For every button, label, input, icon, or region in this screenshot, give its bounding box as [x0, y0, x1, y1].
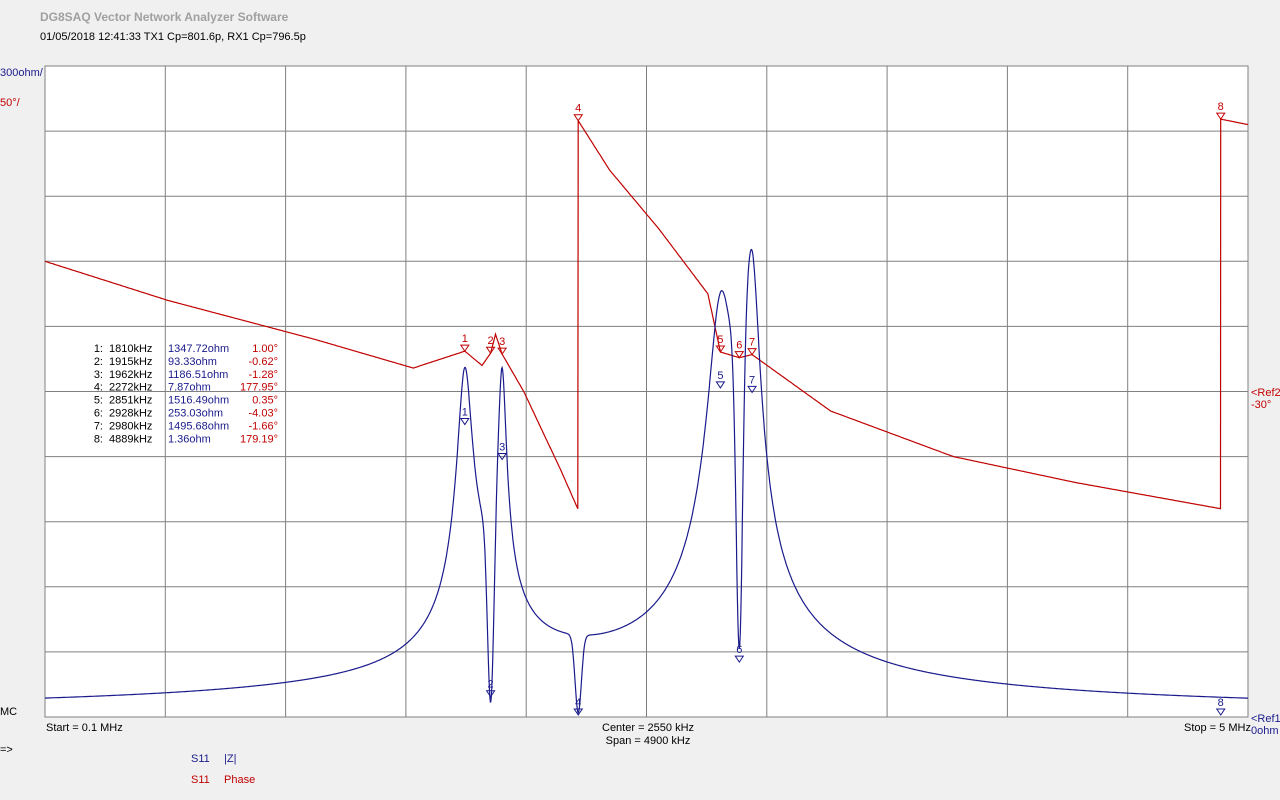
impedance-marker-label: 5 — [717, 370, 723, 382]
ref2-marker: <Ref2 -30° — [1251, 387, 1280, 411]
impedance-marker-1 — [459, 418, 470, 426]
marker-table-phase: 0.35° — [252, 395, 278, 407]
phase-marker-7 — [747, 348, 758, 356]
app-title: DG8SAQ Vector Network Analyzer Software — [40, 10, 289, 24]
marker-table-id: 7: — [94, 420, 103, 432]
command-prompt[interactable]: => — [0, 744, 13, 756]
marker-table-phase: -0.62° — [249, 356, 278, 368]
marker-table-freq: 2928kHz — [109, 408, 152, 420]
impedance-marker-label: 7 — [749, 374, 755, 386]
ref1-label: <Ref1 — [1251, 713, 1280, 725]
impedance-scale-label: 300ohm/ — [0, 67, 43, 79]
marker-table-id: 2: — [94, 356, 103, 368]
span-frequency: Span = 4900 kHz — [605, 735, 691, 747]
marker-table-phase: 1.00° — [252, 343, 278, 355]
ref2-label: <Ref2 — [1251, 387, 1280, 399]
phase-marker-4 — [573, 114, 584, 122]
marker-table-impedance: 93.33ohm — [168, 356, 217, 368]
marker-table-impedance: 1186.51ohm — [168, 369, 228, 381]
phase-marker-label: 8 — [1218, 101, 1224, 113]
legend-trace-name: Phase — [224, 774, 256, 786]
measurement-info: 01/05/2018 12:41:33 TX1 Cp=801.6p, RX1 C… — [40, 31, 306, 43]
phase-line — [44, 118, 1249, 510]
phase-marker-label: 1 — [462, 333, 468, 345]
marker-table-impedance: 1347.72ohm — [168, 343, 229, 355]
marker-table-freq: 1810kHz — [109, 343, 152, 355]
stop-frequency: Stop = 5 MHz — [1184, 722, 1251, 734]
marker-table-id: 5: — [94, 395, 103, 407]
phase-marker-5 — [715, 345, 726, 353]
impedance-marker-2 — [485, 690, 496, 698]
marker-table-phase: 179.19° — [240, 433, 278, 445]
plot-grid — [45, 66, 1248, 717]
marker-table-impedance: 1.36ohm — [168, 433, 211, 445]
impedance-marker-label: 6 — [736, 644, 742, 656]
start-frequency: Start = 0.1 MHz — [46, 722, 123, 734]
center-frequency: Center = 2550 kHz — [602, 722, 695, 734]
impedance-marker-6 — [734, 655, 745, 663]
legend-param: S11 — [191, 753, 210, 765]
marker-table-freq: 2980kHz — [109, 420, 152, 432]
marker-table-freq: 1962kHz — [109, 369, 152, 381]
marker-table-phase: -1.28° — [249, 369, 278, 381]
phase-trace — [44, 118, 1249, 510]
marker-table-freq: 4889kHz — [109, 433, 152, 445]
phase-marker-label: 4 — [575, 103, 581, 115]
marker-table-impedance: 7.87ohm — [168, 382, 211, 394]
legend-impedance[interactable]: S11 |Z| — [191, 753, 236, 765]
impedance-marker-5 — [715, 381, 726, 389]
impedance-marker-3 — [497, 453, 508, 461]
impedance-marker-label: 4 — [575, 697, 581, 709]
impedance-marker-4 — [573, 708, 584, 716]
phase-marker-6 — [734, 351, 745, 359]
center-span: Center = 2550 kHz Span = 4900 kHz — [602, 722, 694, 748]
marker-table-phase: -1.66° — [249, 420, 278, 432]
phase-marker-label: 6 — [736, 340, 742, 352]
ref2-value: -30° — [1251, 399, 1272, 411]
impedance-marker-label: 2 — [488, 679, 494, 691]
ref1-value: 0ohm — [1251, 725, 1279, 737]
marker-table-phase: 177.95° — [240, 382, 278, 394]
marker-table-id: 4: — [94, 382, 103, 394]
marker-table-impedance: 1495.68ohm — [168, 420, 229, 432]
marker-table: 1: 1810kHz 1347.72ohm 1.00° 2: 1915kHz 93.33oh… — [94, 343, 278, 445]
ref1-marker: <Ref1 0ohm — [1251, 713, 1280, 737]
marker-table-freq: 1915kHz — [109, 356, 152, 368]
phase-marker-label: 7 — [749, 337, 755, 349]
mc-label: MC — [0, 706, 18, 718]
legend-param: S11 — [191, 774, 210, 786]
phase-marker-3 — [497, 347, 508, 356]
legend-trace-name: |Z| — [224, 753, 237, 765]
marker-table-id: 3: — [94, 369, 103, 381]
marker-table-freq: 2272kHz — [109, 382, 152, 394]
phase-marker-2 — [485, 346, 496, 355]
impedance-marker-7 — [747, 385, 758, 394]
impedance-marker-label: 3 — [499, 442, 505, 454]
phase-marker-label: 3 — [499, 336, 505, 348]
phase-marker-8 — [1215, 112, 1226, 121]
marker-table-impedance: 253.03ohm — [168, 408, 223, 420]
marker-table-phase: -4.03° — [249, 408, 278, 420]
legend-phase[interactable]: S11 Phase — [191, 774, 255, 786]
impedance-marker-8 — [1215, 708, 1226, 716]
marker-table-freq: 2851kHz — [109, 395, 152, 407]
phase-marker-label: 2 — [488, 335, 494, 347]
marker-table-impedance: 1516.49ohm — [168, 395, 229, 407]
marker-table-id: 1: — [94, 343, 103, 355]
phase-marker-label: 5 — [717, 334, 723, 346]
marker-table-id: 8: — [94, 433, 103, 445]
phase-marker-1 — [459, 344, 470, 353]
marker-table-id: 6: — [94, 408, 103, 420]
impedance-marker-label: 1 — [462, 407, 468, 419]
phase-scale-label: 50°/ — [0, 97, 20, 109]
impedance-trace — [45, 248, 1249, 715]
impedance-line — [45, 248, 1249, 715]
impedance-marker-label: 8 — [1218, 697, 1224, 709]
